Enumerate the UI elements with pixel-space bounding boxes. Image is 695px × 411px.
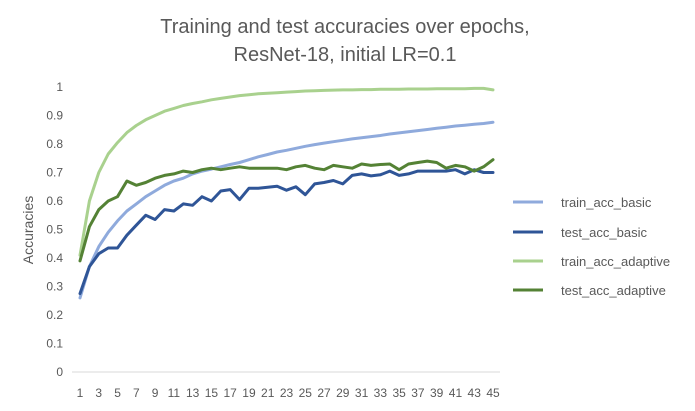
x-tick-label: 33 bbox=[374, 386, 388, 400]
y-tick-label: 0.4 bbox=[46, 251, 63, 265]
x-tick-label: 45 bbox=[486, 386, 500, 400]
legend-label: train_acc_adaptive bbox=[561, 254, 670, 269]
legend: train_acc_basic test_acc_basic train_acc_a… bbox=[513, 195, 670, 298]
x-tick-label: 19 bbox=[242, 386, 256, 400]
y-tick-label: 0.2 bbox=[46, 308, 63, 322]
y-tick-labels: 0 0.1 0.2 0.3 0.4 0.5 0.6 0.7 0.8 0.9 1 bbox=[46, 80, 63, 379]
x-tick-label: 17 bbox=[224, 386, 238, 400]
x-tick-label: 7 bbox=[133, 386, 140, 400]
x-tick-label: 37 bbox=[411, 386, 425, 400]
legend-label: test_acc_basic bbox=[561, 225, 647, 240]
x-tick-label: 41 bbox=[449, 386, 463, 400]
x-tick-label: 23 bbox=[280, 386, 294, 400]
x-tick-label: 21 bbox=[261, 386, 275, 400]
y-tick-label: 0.9 bbox=[46, 109, 63, 123]
x-tick-label: 31 bbox=[355, 386, 369, 400]
legend-label: test_acc_adaptive bbox=[561, 283, 666, 298]
series-line-test-acc-basic bbox=[78, 168, 495, 296]
x-tick-labels: 1 3 5 7 9 11 13 15 17 19 21 23 25 27 29 31 33 35 37 39 41 43 4… bbox=[77, 386, 500, 400]
x-tick-label: 9 bbox=[152, 386, 159, 400]
x-tick-label: 3 bbox=[95, 386, 102, 400]
chart-title-line-2: ResNet-18, initial LR=0.1 bbox=[234, 44, 457, 66]
x-tick-label: 27 bbox=[317, 386, 331, 400]
series-line-test-acc-adaptive bbox=[78, 158, 495, 263]
x-tick-label: 25 bbox=[299, 386, 313, 400]
chart-title-line-1: Training and test accuracies over epochs… bbox=[160, 16, 529, 38]
series-line-train-acc-adaptive bbox=[78, 86, 495, 257]
x-tick-label: 11 bbox=[168, 386, 181, 400]
x-tick-label: 43 bbox=[468, 386, 482, 400]
y-tick-label: 0.6 bbox=[46, 194, 63, 208]
y-tick-label: 0.1 bbox=[46, 337, 63, 351]
y-tick-label: 0.8 bbox=[46, 137, 63, 151]
series-lines bbox=[78, 86, 495, 300]
x-tick-label: 5 bbox=[114, 386, 121, 400]
y-tick-label: 0.3 bbox=[46, 280, 63, 294]
y-tick-label: 0.7 bbox=[46, 166, 63, 180]
y-tick-label: 0 bbox=[56, 365, 63, 379]
x-tick-label: 1 bbox=[77, 386, 84, 400]
y-tick-label: 1 bbox=[56, 80, 63, 94]
x-tick-label: 13 bbox=[186, 386, 200, 400]
y-tick-label: 0.5 bbox=[46, 223, 63, 237]
legend-label: train_acc_basic bbox=[561, 195, 652, 210]
x-tick-label: 35 bbox=[392, 386, 406, 400]
x-tick-label: 39 bbox=[430, 386, 444, 400]
y-axis-label: Accuracies bbox=[20, 196, 36, 264]
x-tick-label: 15 bbox=[205, 386, 219, 400]
series-line-train-acc-basic bbox=[78, 120, 495, 300]
x-tick-label: 29 bbox=[336, 386, 350, 400]
